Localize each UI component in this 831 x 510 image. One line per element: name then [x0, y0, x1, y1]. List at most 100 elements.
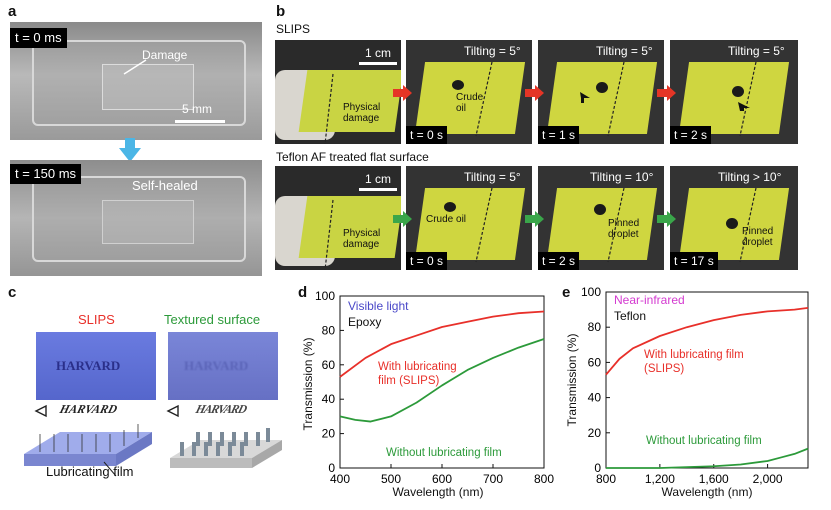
teflon-time-1: t = 2 s	[542, 254, 576, 268]
slips-title: SLIPS	[78, 312, 115, 327]
slips-tilt-1: Tilting = 5°	[596, 44, 653, 58]
slips-scale-label: 1 cm	[365, 46, 392, 60]
teflon-time-2: t = 17 s	[674, 254, 714, 268]
y-tick-label: 20	[322, 427, 336, 441]
teflon-pinned-droplet-1	[594, 204, 606, 215]
slips-transparency-photo: HARVARD	[36, 332, 156, 400]
down-arrow-icon	[119, 138, 141, 162]
panel-a-photo-top: t = 0 ms Damage 5 mm	[10, 22, 262, 140]
y-tick-label: 100	[581, 285, 601, 299]
teflon-crude-oil-label: Crude oil	[426, 214, 467, 225]
slips-frame-3: Tilting = 5° t = 2 s	[670, 40, 798, 144]
chart-d-inset-material: Epoxy	[348, 315, 381, 329]
chart-e-xlabel: Wavelength (nm)	[662, 485, 753, 499]
x-tick-label: 400	[330, 472, 350, 486]
chart-e-inset-title: Near-infrared	[614, 293, 685, 307]
teflon-tilt-0: Tilting = 5°	[464, 170, 521, 184]
slips-oil-droplet-2	[732, 86, 744, 97]
series-line-with-lubricating-film	[605, 306, 809, 376]
time-label-bottom: t = 150 ms	[15, 166, 77, 181]
panel-b-row1-title: SLIPS	[276, 22, 311, 36]
harvard-text-blurred: HARVARD	[184, 358, 249, 373]
time-label-top: t = 0 ms	[15, 30, 62, 45]
green-arrow-icon	[393, 211, 412, 227]
slips-time-2: t = 2 s	[674, 128, 708, 142]
x-tick-label: 800	[596, 472, 616, 486]
red-arrow-icon	[657, 85, 676, 101]
y-tick-label: 60	[322, 358, 336, 372]
droplet-motion-arrow-icon	[580, 92, 590, 103]
scale-label-5mm: 5 mm	[182, 102, 212, 116]
x-tick-label: 500	[381, 472, 401, 486]
y-tick-label: 0	[328, 461, 335, 475]
teflon-pinned-droplet-2	[726, 218, 738, 229]
green-arrow-icon	[657, 211, 676, 227]
slips-tilt-2: Tilting = 5°	[728, 44, 785, 58]
teflon-tilt-1: Tilting = 10°	[590, 170, 654, 184]
x-tick-label: 700	[483, 472, 503, 486]
slips-time-1: t = 1 s	[542, 128, 576, 142]
damage-label: Damage	[142, 48, 188, 62]
x-tick-label: 600	[432, 472, 452, 486]
textured-transparency-photo: HARVARD	[168, 332, 278, 400]
panel-a-photo-bottom: t = 150 ms Self-healed	[10, 160, 262, 276]
red-arrow-icon	[393, 85, 412, 101]
y-tick-label: 20	[588, 426, 602, 440]
damage-pointer	[123, 59, 147, 75]
panel-e-letter: e	[562, 284, 571, 301]
y-tick-label: 40	[588, 391, 602, 405]
textured-schematic	[170, 428, 282, 468]
x-tick-label: 2,000	[753, 472, 783, 486]
chart-d-inset-title: Visible light	[348, 299, 409, 313]
harvard-text-slips-schematic: HARVARD	[58, 402, 119, 416]
slips-frame-2: Tilting = 5° t = 1 s	[538, 40, 664, 144]
x-tick-label: 1,200	[645, 472, 675, 486]
y-tick-label: 60	[588, 355, 602, 369]
y-tick-label: 80	[588, 320, 602, 334]
slips-tilt-0: Tilting = 5°	[464, 44, 521, 58]
textured-surface-title: Textured surface	[164, 312, 261, 327]
slips-oil-droplet-1	[596, 82, 608, 93]
slips-scale-bar	[359, 62, 397, 65]
harvard-text-textured-schematic: HARVARD	[194, 402, 248, 416]
chart-e: 800 1,200 1,600 2,000 0 20 40 60 80 100 Near-infr…	[565, 285, 809, 499]
teflon-frame-1: Crude oil Tilting = 5° t = 0 s	[406, 166, 532, 270]
chart-e-label-with-line1: With lubricating film	[644, 349, 744, 361]
chart-d-xlabel: Wavelength (nm)	[393, 485, 484, 499]
series-line-with-lubricating-film	[339, 310, 545, 378]
chart-d-ylabel: Transmission (%)	[301, 338, 315, 431]
chart-e-label-with-line2: (SLIPS)	[644, 363, 684, 375]
teflon-frame-2: Pinned droplet Tilting = 10° t = 2 s	[538, 166, 664, 270]
green-arrow-icon	[525, 211, 544, 227]
slips-crude-oil-label: Crude oil	[456, 92, 484, 114]
harvard-text-clear: HARVARD	[56, 358, 121, 373]
teflon-scale-label: 1 cm	[365, 172, 392, 186]
slips-schematic	[24, 424, 152, 477]
droplet-motion-arrow-icon	[738, 102, 750, 111]
chart-d: 400 500 600 700 800 0 20 40 60 80 100 Visible ligh…	[301, 289, 554, 499]
lubricating-film-label: Lubricating film	[46, 464, 134, 479]
chart-e-inset-material: Teflon	[614, 309, 646, 323]
panel-b-letter: b	[276, 3, 286, 20]
chart-e-ylabel: Transmission (%)	[565, 334, 579, 427]
chart-d-label-with-line1: With lubricating	[378, 361, 457, 373]
panel-b-row2-title: Teflon AF treated flat surface	[276, 150, 429, 164]
self-healed-label: Self-healed	[132, 178, 198, 193]
teflon-physical-damage-label: Physical damage	[343, 228, 381, 250]
pinned-droplet-label-1: Pinned droplet	[608, 218, 640, 240]
slips-time-0: t = 0 s	[410, 128, 444, 142]
teflon-frame-3: Pinned droplet Tilting > 10° t = 17 s	[670, 166, 798, 270]
panel-c-letter: c	[8, 284, 17, 301]
chart-d-label-with-line2: film (SLIPS)	[378, 375, 440, 387]
y-tick-label: 0	[594, 461, 601, 475]
teflon-tilt-2: Tilting > 10°	[718, 170, 782, 184]
teflon-frame-0: Physical damage 1 cm	[275, 166, 401, 270]
chart-e-label-without: Without lubricating film	[646, 435, 762, 447]
series-line-without-lubricating-film	[339, 338, 545, 423]
pinned-droplet-label-2: Pinned droplet	[742, 226, 774, 248]
chart-d-label-without: Without lubricating film	[386, 447, 502, 459]
slips-oil-droplet-0	[452, 80, 464, 90]
slips-frame-0: Physical damage 1 cm	[275, 40, 401, 144]
eye-icon	[166, 404, 179, 418]
chart-e-frame	[605, 291, 809, 469]
